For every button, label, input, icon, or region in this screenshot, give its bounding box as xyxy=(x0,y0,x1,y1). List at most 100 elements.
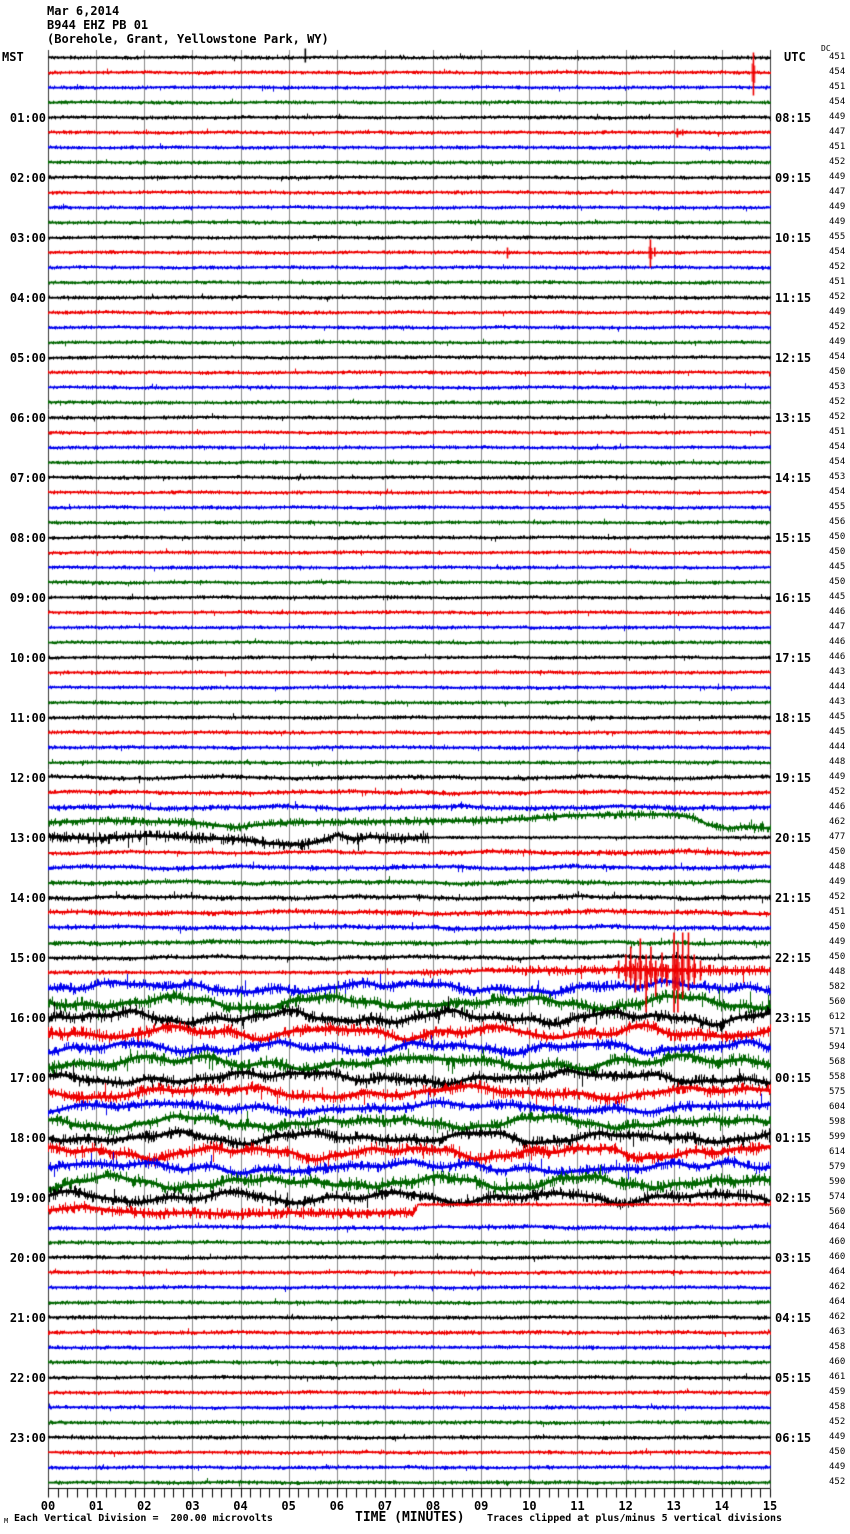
utc-hour-label: 05:15 xyxy=(775,1370,812,1385)
x-tick-label: 02 xyxy=(137,1499,152,1513)
dc-value: 445 xyxy=(829,592,846,602)
dc-value: 462 xyxy=(829,817,846,827)
utc-hour-label: 02:15 xyxy=(775,1190,812,1205)
utc-hour-label: 15:15 xyxy=(775,530,812,545)
mst-hour-label: 15:00 xyxy=(9,950,46,965)
dc-value: 452 xyxy=(829,892,846,902)
dc-value: 590 xyxy=(829,1177,846,1187)
utc-hour-label: 10:15 xyxy=(775,230,812,245)
dc-value: 447 xyxy=(829,187,846,197)
x-tick-label: 00 xyxy=(40,1499,56,1513)
dc-value: 443 xyxy=(829,697,846,707)
dc-value: 452 xyxy=(829,397,846,407)
dc-value: 459 xyxy=(829,1387,846,1397)
dc-value: 558 xyxy=(829,1072,846,1082)
utc-hour-label: 00:15 xyxy=(775,1070,812,1085)
x-tick-label: 05 xyxy=(281,1499,296,1513)
dc-value: 449 xyxy=(829,877,846,887)
dc-value: 452 xyxy=(829,412,846,422)
mst-hour-label: 03:00 xyxy=(9,230,46,245)
dc-value: 461 xyxy=(829,1372,846,1382)
x-tick-label: 07 xyxy=(377,1499,393,1513)
dc-value: 462 xyxy=(829,1282,846,1292)
dc-value: 449 xyxy=(829,1432,846,1442)
dc-column-label: DC xyxy=(821,44,831,53)
mst-hour-label: 06:00 xyxy=(9,410,46,425)
dc-value: 452 xyxy=(829,787,846,797)
dc-value: 450 xyxy=(829,1447,846,1457)
dc-value: 444 xyxy=(829,742,846,752)
x-tick-label: 12 xyxy=(618,1499,633,1513)
dc-value: 560 xyxy=(829,997,846,1007)
utc-hour-label: 21:15 xyxy=(775,890,812,905)
utc-hour-label: 09:15 xyxy=(775,170,812,185)
dc-value: 445 xyxy=(829,562,846,572)
dc-value: 446 xyxy=(829,652,846,662)
dc-value: 447 xyxy=(829,127,846,137)
dc-value: 460 xyxy=(829,1237,846,1247)
x-tick-label: 15 xyxy=(762,1499,778,1513)
mst-hour-label: 04:00 xyxy=(9,290,46,305)
dc-value: 451 xyxy=(829,52,846,62)
mst-hour-label: 22:00 xyxy=(9,1370,46,1385)
dc-value: 454 xyxy=(829,97,846,107)
mst-hour-label: 13:00 xyxy=(9,830,46,845)
utc-axis-label: UTC xyxy=(784,50,806,64)
dc-value: 574 xyxy=(829,1192,846,1202)
dc-value: 451 xyxy=(829,427,846,437)
mst-hour-label: 02:00 xyxy=(9,170,46,185)
dc-value: 614 xyxy=(829,1147,846,1157)
mst-hour-label: 23:00 xyxy=(9,1430,46,1445)
dc-value: 452 xyxy=(829,1477,846,1487)
dc-value: 598 xyxy=(829,1117,846,1127)
dc-value: 452 xyxy=(829,262,846,272)
dc-value: 575 xyxy=(829,1087,846,1097)
dc-value: 449 xyxy=(829,112,846,122)
title-location: (Borehole, Grant, Yellowstone Park, WY) xyxy=(47,32,329,46)
mst-hour-label: 12:00 xyxy=(9,770,46,785)
dc-value: 460 xyxy=(829,1357,846,1367)
dc-value: 456 xyxy=(829,517,846,527)
utc-hour-label: 12:15 xyxy=(775,350,812,365)
dc-value: 445 xyxy=(829,712,846,722)
mst-hour-label: 18:00 xyxy=(9,1130,46,1145)
dc-value: 560 xyxy=(829,1207,846,1217)
dc-value: 447 xyxy=(829,622,846,632)
mst-hour-label: 08:00 xyxy=(9,530,46,545)
mst-hour-label: 01:00 xyxy=(9,110,46,125)
dc-value: 451 xyxy=(829,82,846,92)
dc-value: 451 xyxy=(829,907,846,917)
dc-value: 449 xyxy=(829,217,846,227)
utc-hour-label: 19:15 xyxy=(775,770,812,785)
dc-value: 460 xyxy=(829,1252,846,1262)
dc-value: 446 xyxy=(829,607,846,617)
dc-value: 477 xyxy=(829,832,846,842)
dc-value: 452 xyxy=(829,157,846,167)
footer-clip-note: Traces clipped at plus/minus 5 vertical … xyxy=(487,1513,783,1524)
dc-value: 458 xyxy=(829,1342,846,1352)
dc-value: 452 xyxy=(829,292,846,302)
dc-value: 604 xyxy=(829,1102,846,1112)
dc-value: 463 xyxy=(829,1327,846,1337)
dc-value: 454 xyxy=(829,487,846,497)
dc-value: 571 xyxy=(829,1027,846,1037)
utc-hour-label: 04:15 xyxy=(775,1310,812,1325)
dc-value: 450 xyxy=(829,547,846,557)
dc-value: 450 xyxy=(829,367,846,377)
utc-hour-label: 23:15 xyxy=(775,1010,812,1025)
mst-hour-label: 20:00 xyxy=(9,1250,46,1265)
dc-value: 451 xyxy=(829,142,846,152)
title-station: B944 EHZ PB 01 xyxy=(47,18,149,32)
dc-value: 594 xyxy=(829,1042,846,1052)
dc-value: 449 xyxy=(829,307,846,317)
dc-value: 449 xyxy=(829,1462,846,1472)
mst-hour-label: 21:00 xyxy=(9,1310,46,1325)
x-tick-label: 10 xyxy=(522,1499,537,1513)
dc-value: 444 xyxy=(829,682,846,692)
dc-value: 452 xyxy=(829,1417,846,1427)
mst-hour-label: 10:00 xyxy=(9,650,46,665)
dc-value: 452 xyxy=(829,322,846,332)
dc-value: 449 xyxy=(829,937,846,947)
